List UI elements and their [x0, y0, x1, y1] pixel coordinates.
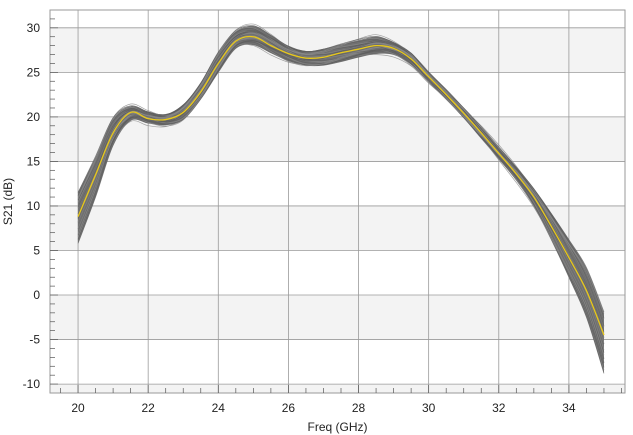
y-tick-label: 20: [27, 110, 41, 124]
background-band: [50, 250, 625, 296]
grid-lines: [50, 10, 625, 393]
x-tick-label: 24: [212, 401, 226, 415]
ensemble-traces: [77, 23, 605, 374]
y-axis-label: S21 (dB): [1, 178, 15, 225]
x-tick-label: 26: [282, 401, 296, 415]
background-band: [50, 116, 625, 162]
tick-labels: 20 22 24 26 28 30 32 34 -10 -5 0 5 10 15 20 25 30: [23, 21, 576, 415]
background-band: [50, 205, 625, 251]
y-tick-label: 5: [33, 243, 40, 257]
y-tick-label: 30: [27, 21, 41, 35]
y-tick-label: -10: [23, 377, 41, 391]
y-tick-label: 25: [27, 65, 41, 79]
nominal-trace: [77, 35, 605, 336]
x-tick-label: 32: [492, 401, 506, 415]
ensemble-trace: [77, 25, 605, 313]
axis-ticks: [50, 18, 622, 393]
y-tick-label: 15: [27, 154, 41, 168]
x-axis-label: Freq (GHz): [308, 420, 368, 434]
ensemble-trace: [77, 23, 605, 314]
background-band: [50, 295, 625, 340]
plot-border: [49, 9, 626, 394]
ensemble-trace: [77, 30, 605, 327]
background-band: [50, 339, 625, 385]
ensemble-trace: [77, 39, 605, 363]
background-band: [50, 10, 625, 28]
ensemble-trace: [77, 31, 605, 338]
x-tick-label: 34: [562, 401, 576, 415]
plot-frame: [49, 9, 626, 394]
nominal-trace-group: [77, 35, 605, 336]
x-tick-label: 20: [71, 401, 85, 415]
x-tick-label: 22: [141, 401, 155, 415]
y-tick-label: 0: [33, 288, 40, 302]
ensemble-trace: [77, 43, 605, 374]
y-tick-label: -5: [29, 333, 40, 347]
ensemble-trace: [77, 31, 605, 332]
y-tick-label: 10: [27, 199, 41, 213]
background-band: [50, 384, 625, 393]
x-tick-label: 28: [352, 401, 366, 415]
ensemble-trace: [77, 28, 605, 319]
x-tick-label: 30: [422, 401, 436, 415]
